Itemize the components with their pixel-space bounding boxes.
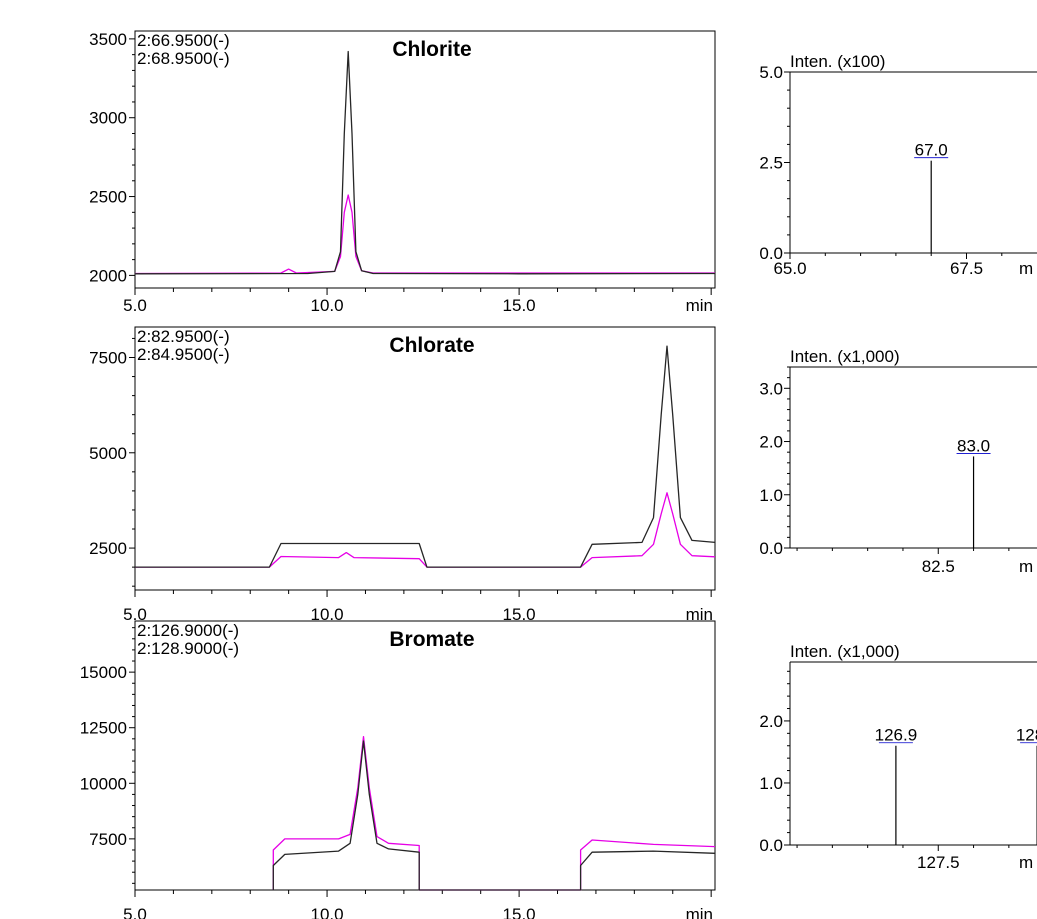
legend-series-1: 2:82.9500(-) xyxy=(137,327,230,346)
chromatogram-panel-2: 2500 5000 7500 5.0 10.0 15.0 min 2:82.9500(-)2:… xyxy=(89,326,716,624)
plot-frame xyxy=(134,620,716,891)
y-tick-label: 3.0 xyxy=(759,379,783,398)
y-tick-label: 0.0 xyxy=(759,836,783,855)
y-tick-label: 10000 xyxy=(80,774,127,793)
x-tick-label: 10.0 xyxy=(311,296,344,315)
x-unit-label: min xyxy=(686,296,713,315)
x-tick-label: 5.0 xyxy=(123,605,147,624)
chart-title: Chlorite xyxy=(392,38,471,61)
plot-frame xyxy=(134,326,716,591)
y-tick-label: 0.0 xyxy=(759,539,783,558)
y-tick-label: 15000 xyxy=(80,663,127,682)
legend-series-1: 2:126.9000(-) xyxy=(137,621,239,640)
chart-title: Bromate xyxy=(389,628,474,651)
x-tick-label: 65.0 xyxy=(773,259,806,278)
x-tick-label: 15.0 xyxy=(503,905,536,919)
y-axis-label: Inten. (x1,000) xyxy=(790,347,900,366)
trace-line-series-2 xyxy=(135,492,716,568)
y-tick-label: 5.0 xyxy=(759,63,783,82)
x-unit-label: m xyxy=(1019,557,1033,576)
x-unit-label: min xyxy=(686,605,713,624)
y-tick-label: 7500 xyxy=(89,348,127,367)
x-tick-label: 10.0 xyxy=(311,605,344,624)
legend-series-2: 2:128.9000(-) xyxy=(137,639,239,658)
x-unit-label: m xyxy=(1019,259,1033,278)
x-tick-label: 5.0 xyxy=(123,296,147,315)
y-tick-label: 5000 xyxy=(89,444,127,463)
x-unit-label: m xyxy=(1019,853,1033,872)
chart-title: Chlorate xyxy=(389,334,474,357)
plot-frame xyxy=(134,30,716,289)
trace-line-series-1 xyxy=(134,50,716,275)
x-unit-label: min xyxy=(686,905,713,919)
x-tick-label: 5.0 xyxy=(123,905,147,919)
x-tick-label: 82.5 xyxy=(922,557,955,576)
peak-label: 83.0 xyxy=(957,436,990,455)
y-tick-label: 12500 xyxy=(80,719,127,738)
legend-series-1: 2:66.9500(-) xyxy=(137,31,230,50)
y-axis-label: Inten. (x100) xyxy=(790,52,885,71)
trace-line-series-1 xyxy=(135,345,716,568)
y-tick-label: 2000 xyxy=(89,266,127,285)
trace-line-series-2 xyxy=(134,194,715,275)
peak-label: 128.9 xyxy=(1016,726,1037,745)
y-tick-label: 7500 xyxy=(89,830,127,849)
trace-line-series-1 xyxy=(272,740,716,891)
peak-label: 67.0 xyxy=(915,141,948,160)
mass-spectrum-panel-2: Inten. (x1,000)0.01.02.03.082.585.0m83.0… xyxy=(759,347,1037,576)
x-tick-label: 67.5 xyxy=(950,259,983,278)
y-tick-label: 2.5 xyxy=(759,154,783,173)
legend-series-2: 2:68.9500(-) xyxy=(137,49,230,68)
x-tick-label: 127.5 xyxy=(917,853,960,872)
y-tick-label: 3000 xyxy=(89,109,127,128)
y-tick-label: 1.0 xyxy=(759,486,783,505)
y-tick-label: 2500 xyxy=(89,188,127,207)
x-tick-label: 15.0 xyxy=(503,605,536,624)
y-axis-label: Inten. (x1,000) xyxy=(790,642,900,661)
y-tick-label: 2.0 xyxy=(759,433,783,452)
peak-label: 126.9 xyxy=(875,726,918,745)
x-tick-label: 10.0 xyxy=(311,905,344,919)
trace-line-series-2 xyxy=(272,735,716,891)
y-tick-label: 0.0 xyxy=(759,244,783,263)
chromatogram-panel-1: 2000 2500 3000 3500 5.0 10.0 15.0 min 2:66.9500(… xyxy=(89,30,716,315)
y-tick-label: 2.0 xyxy=(759,712,783,731)
x-tick-label: 15.0 xyxy=(503,296,536,315)
y-tick-label: 1.0 xyxy=(759,774,783,793)
y-tick-label: 3500 xyxy=(89,30,127,49)
y-tick-label: 2500 xyxy=(89,539,127,558)
chromatogram-panel-3: 7500 10000 12500 15000 5.0 10.0 15.0 min 2:126.9… xyxy=(80,620,716,919)
legend-series-2: 2:84.9500(-) xyxy=(137,345,230,364)
mass-spectrum-panel-3: Inten. (x1,000)0.01.02.0127.5130.0m126.9… xyxy=(759,642,1037,872)
